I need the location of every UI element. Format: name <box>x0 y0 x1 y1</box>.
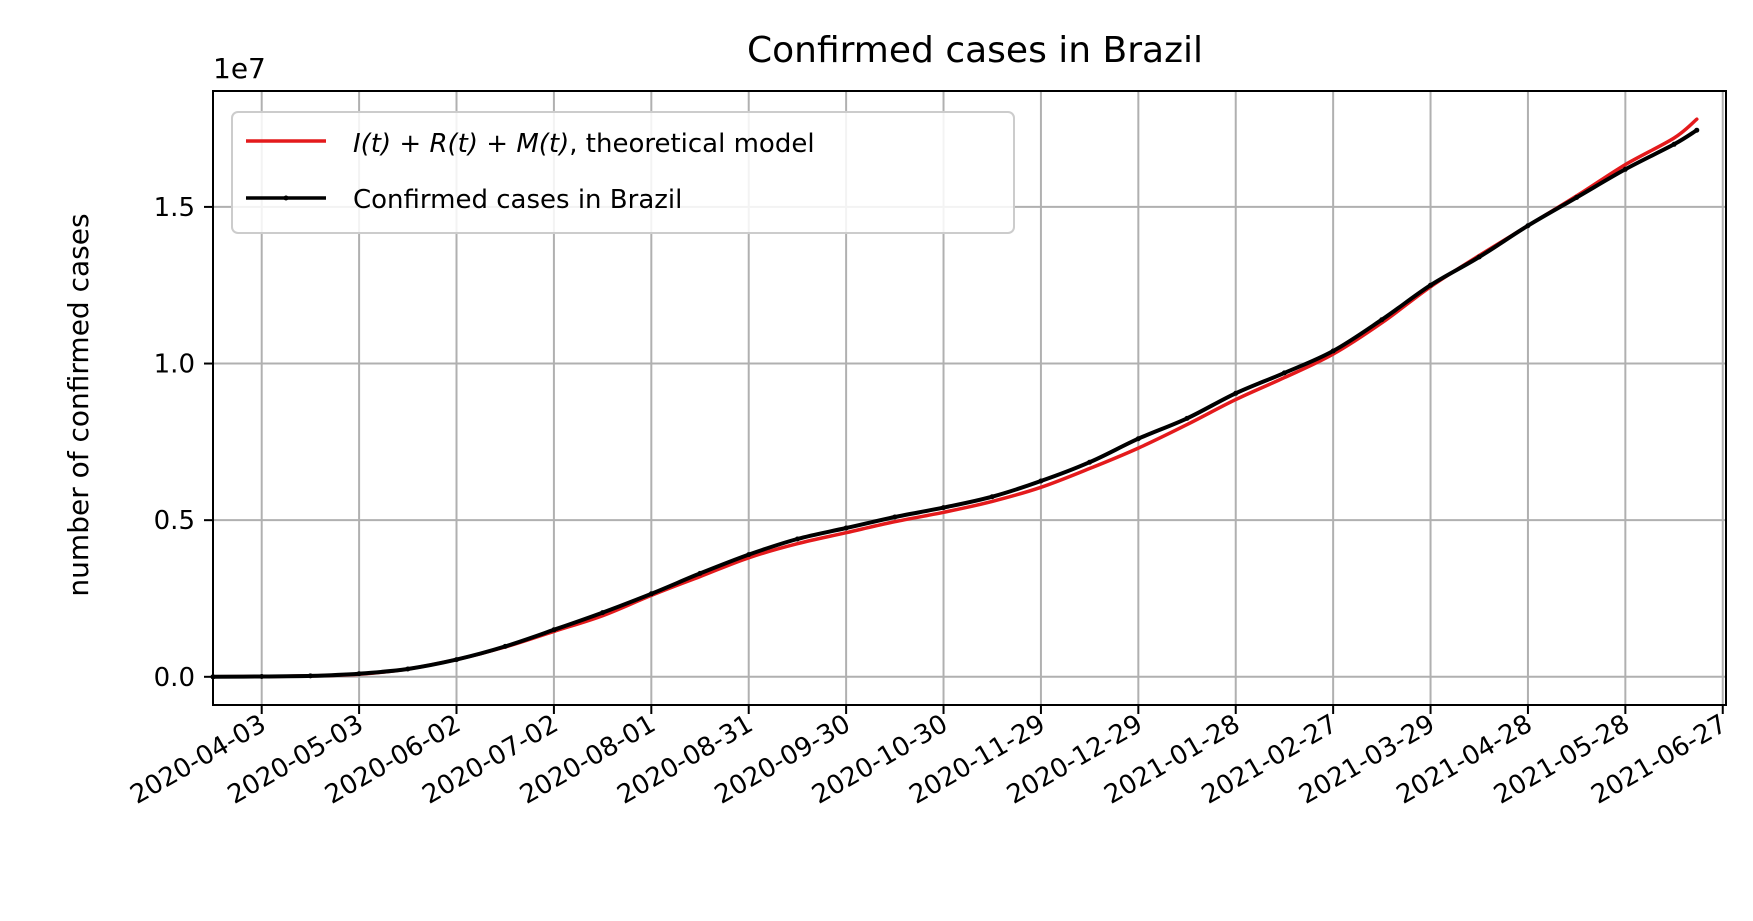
data-point-confirmed <box>843 525 849 531</box>
data-point-confirmed <box>989 494 995 500</box>
data-point-confirmed <box>1330 348 1336 354</box>
y-tick-label: 0.5 <box>154 506 195 536</box>
data-point-confirmed <box>1525 223 1531 229</box>
y-offset-label: 1e7 <box>213 52 266 85</box>
data-point-confirmed <box>648 591 654 597</box>
plot-frame <box>212 90 1727 706</box>
data-point-confirmed <box>502 643 508 649</box>
y-tick-label: 1.0 <box>154 350 195 380</box>
data-point-confirmed <box>1574 195 1580 200</box>
data-point-confirmed <box>1622 166 1628 172</box>
legend-label-model: I(t) + R(t) + M(t), theoretical model <box>353 129 815 159</box>
data-point-confirmed <box>1087 459 1093 465</box>
legend-marker-confirmed <box>283 195 289 201</box>
data-point-confirmed <box>1379 317 1385 323</box>
data-point-confirmed <box>1184 415 1190 421</box>
y-tick-label: 0.0 <box>154 663 195 693</box>
legend: I(t) + R(t) + M(t), theoretical model Co… <box>231 111 1015 234</box>
y-axis-label: number of confirmed cases <box>62 213 95 596</box>
data-point-confirmed <box>454 657 459 663</box>
data-point-confirmed <box>892 514 898 520</box>
data-point-confirmed <box>1671 141 1677 147</box>
data-point-confirmed <box>1135 436 1141 442</box>
series-line-confirmed <box>211 128 1699 679</box>
chart-title: Confirmed cases in Brazil <box>747 30 1203 71</box>
legend-label-model-math: I(t) + R(t) + M(t) <box>353 129 569 159</box>
data-point-confirmed <box>794 536 800 542</box>
data-point-confirmed <box>1694 127 1700 133</box>
data-point-confirmed <box>259 674 265 679</box>
data-point-confirmed <box>356 671 362 677</box>
data-point-confirmed <box>697 570 703 576</box>
data-point-confirmed <box>307 673 313 679</box>
data-point-confirmed <box>1428 282 1433 288</box>
data-point-confirmed <box>746 552 752 558</box>
data-point-confirmed <box>1038 478 1044 484</box>
legend-box <box>231 111 1015 234</box>
data-point-confirmed <box>941 505 946 511</box>
y-tick-label: 1.5 <box>154 193 195 223</box>
legend-label-model-suffix: , theoretical model <box>569 129 814 159</box>
data-point-confirmed <box>551 627 557 633</box>
data-point-confirmed <box>405 666 411 672</box>
y-axis-ticks: 0.0 0.5 1.0 1.5 <box>154 193 213 693</box>
data-point-confirmed <box>1233 390 1239 396</box>
data-point-confirmed <box>1476 254 1482 260</box>
data-point-confirmed <box>1281 370 1287 376</box>
series-layer <box>210 117 1700 680</box>
legend-label-confirmed: Confirmed cases in Brazil <box>353 185 682 215</box>
data-point-confirmed <box>600 610 606 616</box>
